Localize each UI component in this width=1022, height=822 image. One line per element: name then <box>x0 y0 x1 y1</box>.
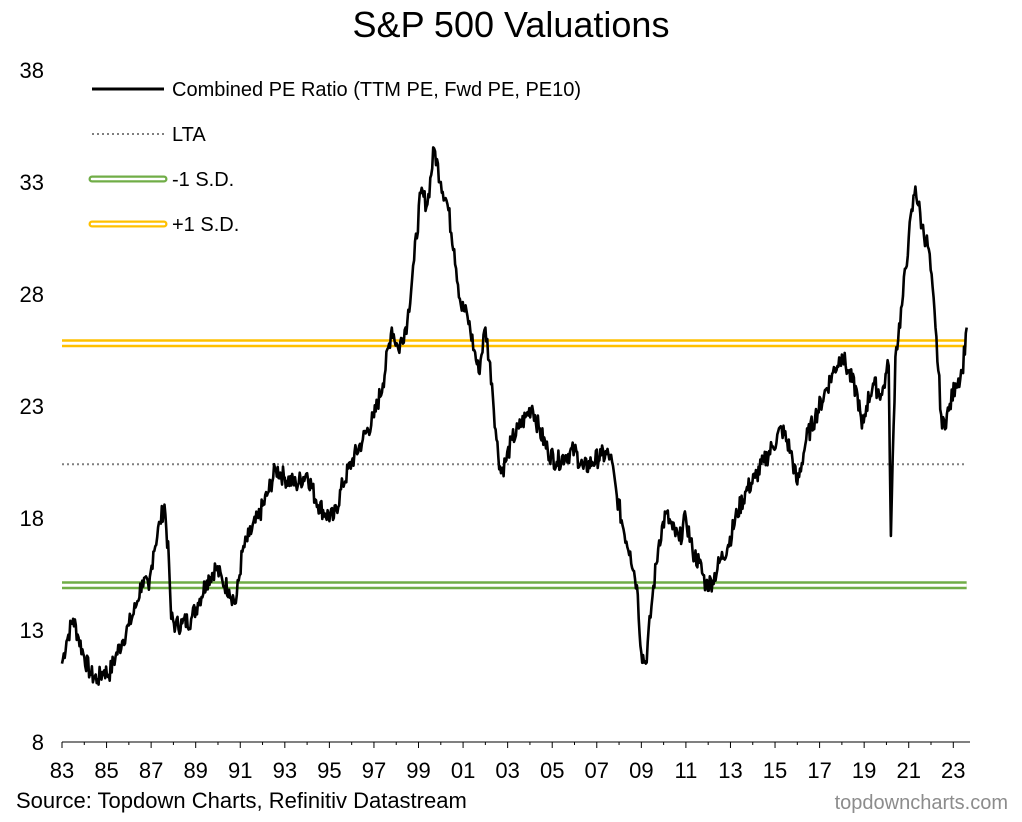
reference-lines <box>62 339 967 590</box>
x-tick-label: 07 <box>585 758 609 783</box>
y-tick-label: 8 <box>32 730 44 755</box>
x-tick-label: 93 <box>273 758 297 783</box>
y-axis-ticks: 8 13 18 23 28 33 38 <box>20 58 44 755</box>
y-tick-label: 33 <box>20 170 44 195</box>
x-tick-label: 95 <box>317 758 341 783</box>
legend-label-combined-pe: Combined PE Ratio (TTM PE, Fwd PE, PE10) <box>172 79 581 101</box>
legend-label-minus-1sd: -1 S.D. <box>172 169 234 191</box>
x-tick-label: 17 <box>807 758 831 783</box>
x-tick-label: 83 <box>50 758 74 783</box>
x-tick-label: 11 <box>674 758 697 783</box>
x-tick-label: 97 <box>362 758 386 783</box>
chart-title: S&P 500 Valuations <box>352 4 670 45</box>
x-tick-label: 13 <box>718 758 742 783</box>
x-axis-tickmarks <box>61 742 954 748</box>
series-line-combined-pe <box>60 146 968 686</box>
watermark: topdowncharts.com <box>834 792 1008 814</box>
x-tick-label: 15 <box>763 758 787 783</box>
x-tick-label: 05 <box>540 758 564 783</box>
x-tick-label: 03 <box>495 758 519 783</box>
x-tick-label: 99 <box>406 758 430 783</box>
x-tick-label: 09 <box>629 758 653 783</box>
x-tick-label: 23 <box>941 758 965 783</box>
legend-label-plus-1sd: +1 S.D. <box>172 214 239 236</box>
x-tick-label: 89 <box>183 758 207 783</box>
y-tick-label: 28 <box>20 282 44 307</box>
x-tick-label: 87 <box>139 758 163 783</box>
legend-label-lta: LTA <box>172 124 206 146</box>
y-tick-label: 38 <box>20 58 44 83</box>
x-axis-ticks: 83 85 87 89 91 93 95 97 99 01 03 05 07 09 11 13 15 17 19 21… <box>50 758 966 783</box>
x-tick-label: 01 <box>451 758 475 783</box>
x-tick-label: 91 <box>228 758 252 783</box>
x-tick-label: 19 <box>852 758 876 783</box>
y-tick-label: 23 <box>20 394 44 419</box>
x-tick-label: 21 <box>896 758 920 783</box>
legend: Combined PE Ratio (TTM PE, Fwd PE, PE10)… <box>88 79 581 236</box>
source-note: Source: Topdown Charts, Refinitiv Datast… <box>16 788 467 813</box>
y-tick-label: 13 <box>20 618 44 643</box>
x-tick-label: 85 <box>94 758 118 783</box>
y-tick-label: 18 <box>20 506 44 531</box>
